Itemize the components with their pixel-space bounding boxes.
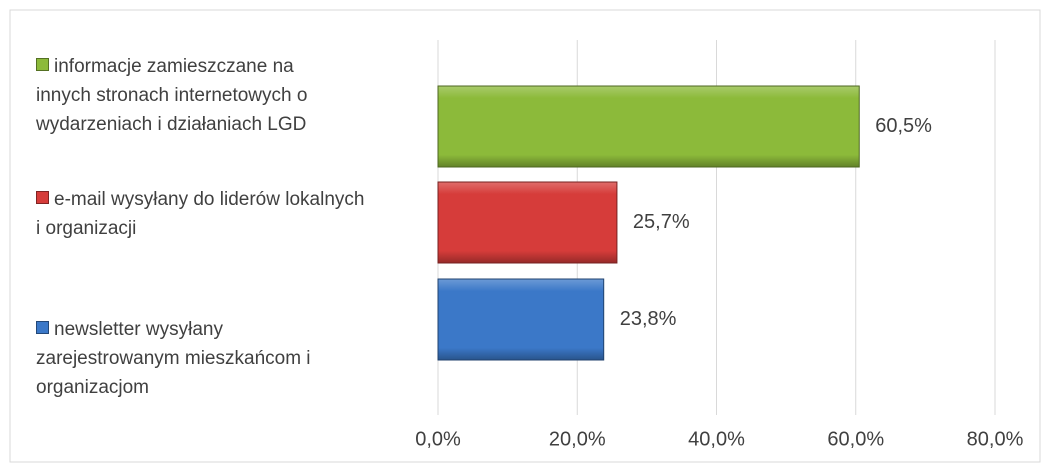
x-tick-label: 80,0% xyxy=(967,428,1024,450)
legend-swatch xyxy=(36,191,49,204)
legend-swatch xyxy=(36,321,49,334)
legend-item: newsletter wysyłany zarejestrowanym mies… xyxy=(36,315,366,402)
bar xyxy=(437,181,618,264)
bar xyxy=(437,278,605,361)
x-tick-label: 0,0% xyxy=(415,428,461,450)
legend-label: informacje zamieszczane na innych strona… xyxy=(36,56,308,135)
x-tick-label: 20,0% xyxy=(549,428,606,450)
value-label: 25,7% xyxy=(633,211,690,233)
legend-item: informacje zamieszczane na innych strona… xyxy=(36,52,336,139)
value-label: 60,5% xyxy=(875,115,932,137)
legend-item: e-mail wysyłany do liderów lokalnych i o… xyxy=(36,185,366,243)
bar xyxy=(437,85,860,168)
legend-label: newsletter wysyłany zarejestrowanym mies… xyxy=(36,319,311,398)
x-tick-label: 60,0% xyxy=(827,428,884,450)
legend-label: e-mail wysyłany do liderów lokalnych i o… xyxy=(36,189,365,239)
x-tick-label: 40,0% xyxy=(688,428,745,450)
value-label: 23,8% xyxy=(620,308,677,330)
legend-swatch xyxy=(36,58,49,71)
